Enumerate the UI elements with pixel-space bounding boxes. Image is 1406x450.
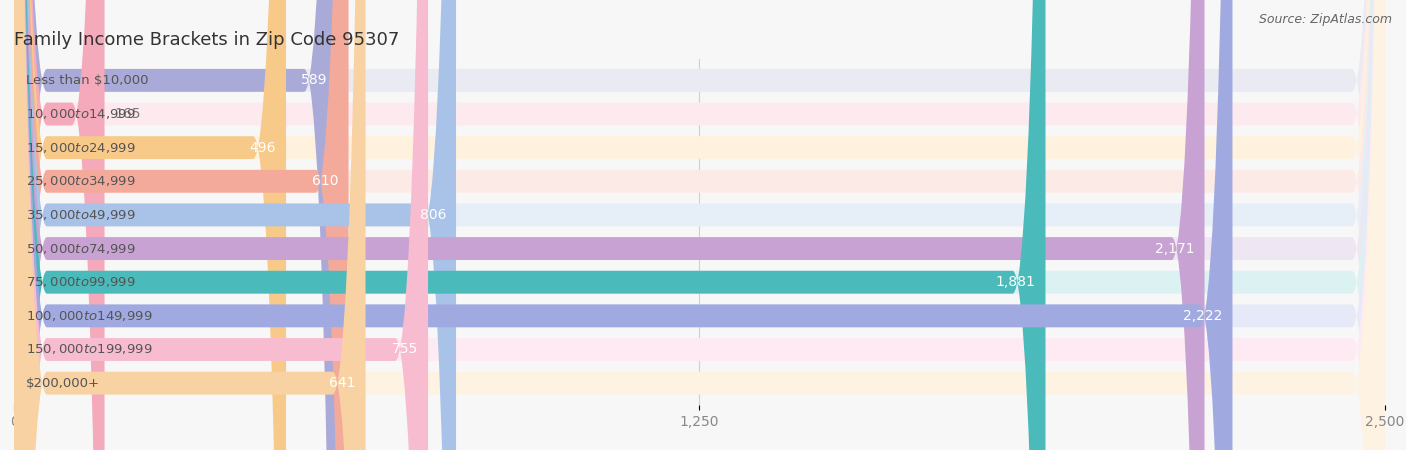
FancyBboxPatch shape <box>14 0 1385 450</box>
FancyBboxPatch shape <box>14 0 1205 450</box>
FancyBboxPatch shape <box>14 0 1385 450</box>
Text: 2,171: 2,171 <box>1154 242 1195 256</box>
FancyBboxPatch shape <box>14 0 1385 450</box>
FancyBboxPatch shape <box>14 0 1385 450</box>
Text: Family Income Brackets in Zip Code 95307: Family Income Brackets in Zip Code 95307 <box>14 31 399 49</box>
FancyBboxPatch shape <box>14 0 1385 450</box>
Text: $200,000+: $200,000+ <box>27 377 100 390</box>
Text: $10,000 to $14,999: $10,000 to $14,999 <box>27 107 136 121</box>
Text: Source: ZipAtlas.com: Source: ZipAtlas.com <box>1258 14 1392 27</box>
FancyBboxPatch shape <box>14 0 366 450</box>
Text: 641: 641 <box>329 376 356 390</box>
Text: 2,222: 2,222 <box>1184 309 1223 323</box>
Text: $50,000 to $74,999: $50,000 to $74,999 <box>27 242 136 256</box>
Text: 496: 496 <box>250 141 276 155</box>
FancyBboxPatch shape <box>14 0 1385 450</box>
FancyBboxPatch shape <box>14 0 427 450</box>
FancyBboxPatch shape <box>14 0 1046 450</box>
Text: $75,000 to $99,999: $75,000 to $99,999 <box>27 275 136 289</box>
Text: Less than $10,000: Less than $10,000 <box>27 74 149 87</box>
FancyBboxPatch shape <box>14 0 337 450</box>
FancyBboxPatch shape <box>14 0 1385 450</box>
FancyBboxPatch shape <box>14 0 456 450</box>
FancyBboxPatch shape <box>14 0 1385 450</box>
FancyBboxPatch shape <box>14 0 1233 450</box>
Text: $35,000 to $49,999: $35,000 to $49,999 <box>27 208 136 222</box>
Text: 610: 610 <box>312 174 339 188</box>
FancyBboxPatch shape <box>14 0 1385 450</box>
Text: $150,000 to $199,999: $150,000 to $199,999 <box>27 342 153 356</box>
Text: $25,000 to $34,999: $25,000 to $34,999 <box>27 174 136 188</box>
FancyBboxPatch shape <box>14 0 1385 450</box>
FancyBboxPatch shape <box>14 0 104 450</box>
Text: 165: 165 <box>114 107 141 121</box>
Text: 755: 755 <box>392 342 418 356</box>
FancyBboxPatch shape <box>14 0 349 450</box>
Text: 1,881: 1,881 <box>995 275 1036 289</box>
FancyBboxPatch shape <box>14 0 285 450</box>
Text: 589: 589 <box>301 73 328 87</box>
Text: 806: 806 <box>419 208 446 222</box>
Text: $100,000 to $149,999: $100,000 to $149,999 <box>27 309 153 323</box>
Text: $15,000 to $24,999: $15,000 to $24,999 <box>27 141 136 155</box>
